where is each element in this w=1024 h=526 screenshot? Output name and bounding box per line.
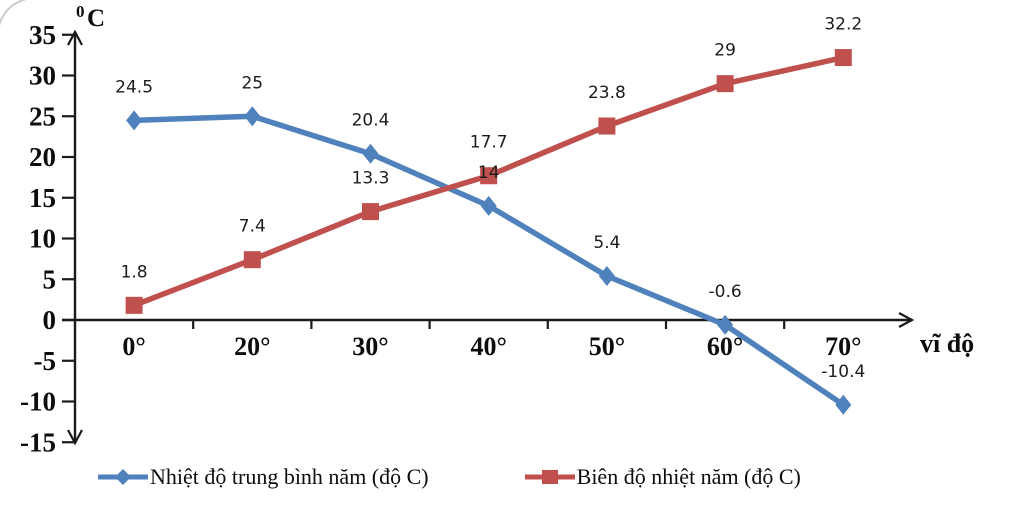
legend-item-temperature-amplitude: Biên độ nhiệt năm (độ C) — [524, 464, 801, 490]
data-point-square-marker — [598, 117, 616, 135]
page-corner-arc — [0, 0, 27, 27]
y-tick-label: 15 — [29, 183, 56, 213]
data-point-square-marker — [362, 203, 379, 221]
data-point-label: 1.8 — [121, 262, 148, 282]
data-point-label: -10.4 — [821, 362, 865, 382]
y-axis-unit: 0 C — [76, 2, 105, 32]
y-tick-label: 5 — [43, 264, 57, 294]
legend-marker-line-diamond-icon — [98, 469, 148, 485]
data-point-diamond-marker — [126, 110, 143, 131]
data-point-diamond-marker — [598, 265, 615, 286]
data-point-label: 17.7 — [470, 133, 508, 153]
x-axis-title: vĩ độ — [920, 329, 974, 358]
data-point-diamond-marker — [362, 143, 379, 164]
data-point-square-marker — [716, 75, 734, 93]
x-category-label: 20° — [234, 332, 270, 361]
y-tick-label: -5 — [34, 346, 57, 376]
y-tick-label: 20 — [29, 142, 56, 172]
data-point-square-marker — [125, 296, 143, 314]
data-point-label: 23.8 — [588, 83, 626, 103]
y-tick-label: 35 — [29, 20, 56, 50]
data-point-label: 24.5 — [115, 77, 153, 97]
data-point-square-marker — [243, 251, 261, 269]
y-tick-label: 25 — [29, 101, 56, 131]
x-category-label: 50° — [589, 332, 625, 361]
x-category-label: 40° — [470, 332, 506, 361]
data-point-diamond-marker — [244, 106, 261, 127]
y-tick-label: 10 — [29, 224, 56, 254]
data-point-label: 20.4 — [352, 111, 390, 131]
data-point-diamond-marker — [835, 394, 852, 415]
data-point-label: 14 — [478, 163, 500, 183]
series-line-0 — [134, 113, 845, 408]
data-point-square-marker — [480, 167, 498, 185]
x-category-label: 60° — [707, 332, 743, 361]
data-point-label: 13.3 — [352, 169, 390, 189]
y-tick-label: 0 — [43, 305, 57, 335]
legend-marker-line-square-icon — [524, 470, 575, 484]
data-point-label: 25 — [241, 73, 263, 93]
legend-label-avg-temperature: Nhiệt độ trung bình năm (độ C) — [150, 464, 429, 489]
x-category-label: 70° — [825, 332, 861, 361]
plot-area: 35 30 25 20 15 10 5 0 -5 -10 -15 0° 20° 30° 40° 50° 60° 7… — [20, 15, 915, 457]
legend-item-avg-temperature: Nhiệt độ trung bình năm (độ C) — [98, 464, 429, 490]
data-point-diamond-marker — [480, 195, 497, 216]
data-point-label: 29 — [714, 41, 736, 61]
x-category-label: 30° — [352, 332, 388, 361]
data-point-label: 5.4 — [593, 233, 620, 253]
data-point-label: 32.2 — [824, 15, 862, 35]
legend: Nhiệt độ trung bình năm (độ C) Biên độ n… — [98, 464, 801, 490]
y-tick-label: -10 — [20, 387, 56, 417]
x-category-label: 0° — [122, 332, 145, 361]
y-tick-label: 30 — [29, 61, 56, 91]
y-tick-label: -15 — [20, 427, 56, 457]
data-point-label: -0.6 — [709, 282, 742, 302]
data-point-diamond-marker — [717, 314, 734, 335]
data-point-square-marker — [834, 49, 852, 67]
y-axis-top-arrow-icon — [67, 29, 83, 46]
legend-label-temperature-amplitude: Biên độ nhiệt năm (độ C) — [576, 464, 801, 489]
data-point-label: 7.4 — [239, 217, 266, 237]
x-axis-arrow-icon — [898, 312, 915, 328]
